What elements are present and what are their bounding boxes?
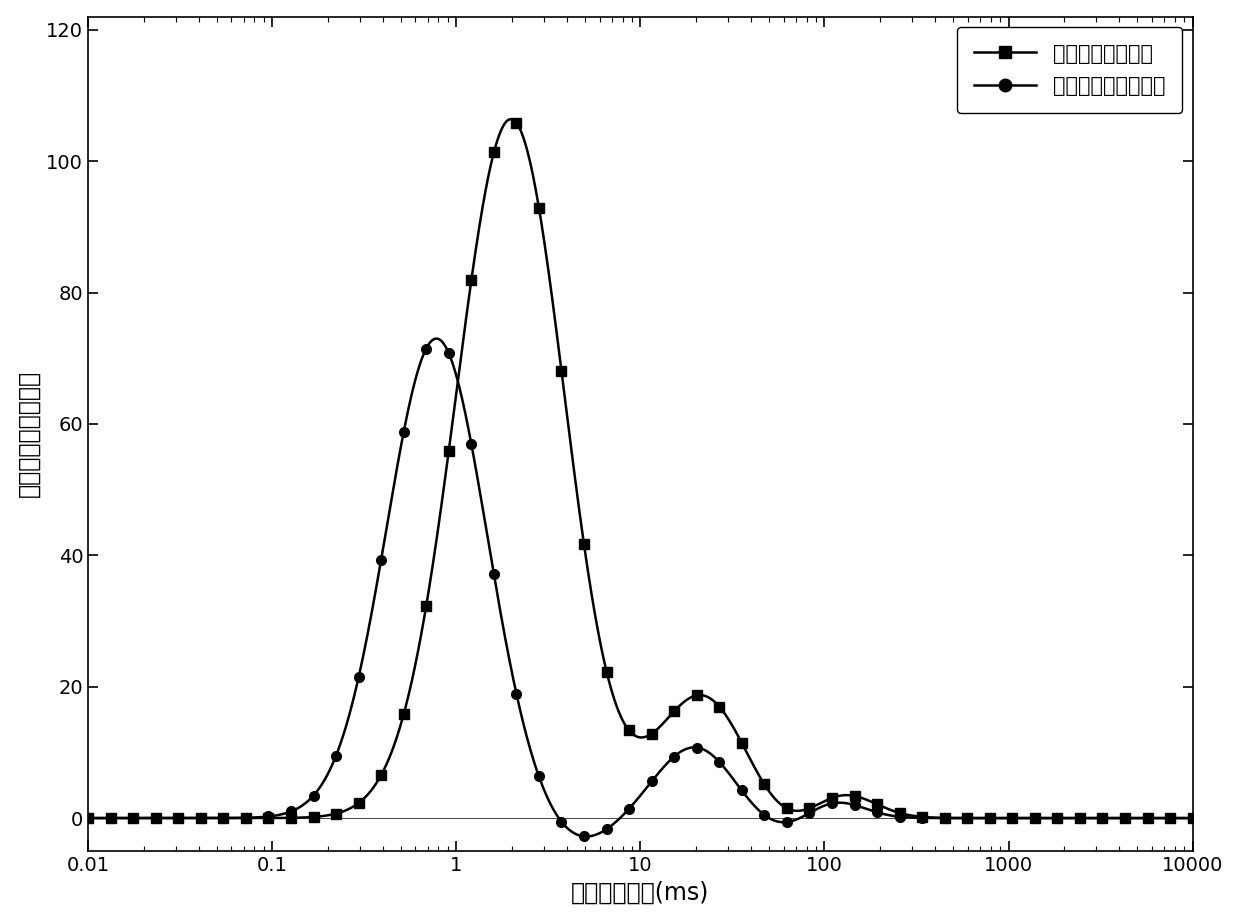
Legend: 未经干燥松木试样, 真空干燥后松木试样: 未经干燥松木试样, 真空干燥后松木试样	[957, 27, 1182, 113]
Y-axis label: 信号强度（无量纲）: 信号强度（无量纲）	[16, 370, 41, 497]
X-axis label: 横向弛豫时间(ms): 横向弛豫时间(ms)	[572, 880, 709, 904]
